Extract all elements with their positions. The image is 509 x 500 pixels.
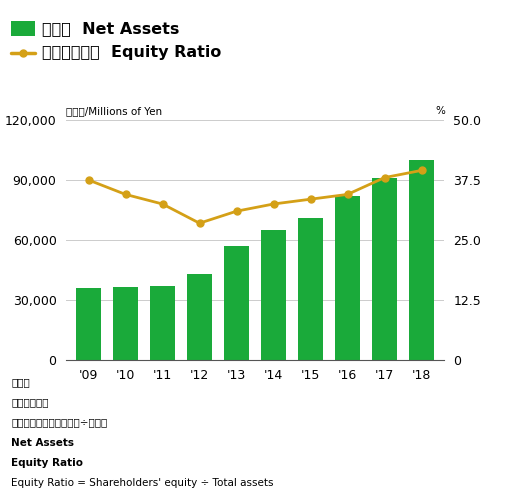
Text: 純資産  Net Assets: 純資産 Net Assets	[42, 21, 179, 36]
Bar	[298, 218, 322, 360]
Bar	[372, 178, 396, 360]
Text: 百万円/Millions of Yen: 百万円/Millions of Yen	[66, 106, 162, 116]
Bar	[409, 160, 433, 360]
Bar	[187, 274, 211, 360]
Bar	[114, 287, 137, 360]
Text: Equity Ratio = Shareholders' equity ÷ Total assets: Equity Ratio = Shareholders' equity ÷ To…	[11, 478, 273, 488]
Text: 自己資本比率＝自己資本÷総資産: 自己資本比率＝自己資本÷総資産	[11, 418, 107, 428]
Text: 自己資本比率: 自己資本比率	[11, 398, 49, 407]
FancyBboxPatch shape	[11, 21, 35, 36]
Bar	[261, 230, 285, 360]
Bar	[335, 196, 359, 360]
Text: Equity Ratio: Equity Ratio	[11, 458, 83, 468]
Bar	[224, 246, 248, 360]
Text: Net Assets: Net Assets	[11, 438, 74, 448]
Text: 自己資本比率  Equity Ratio: 自己資本比率 Equity Ratio	[42, 45, 221, 60]
Bar	[150, 286, 174, 360]
Text: %: %	[435, 106, 444, 116]
Bar	[76, 288, 100, 360]
Text: 純資産: 純資産	[11, 378, 30, 388]
